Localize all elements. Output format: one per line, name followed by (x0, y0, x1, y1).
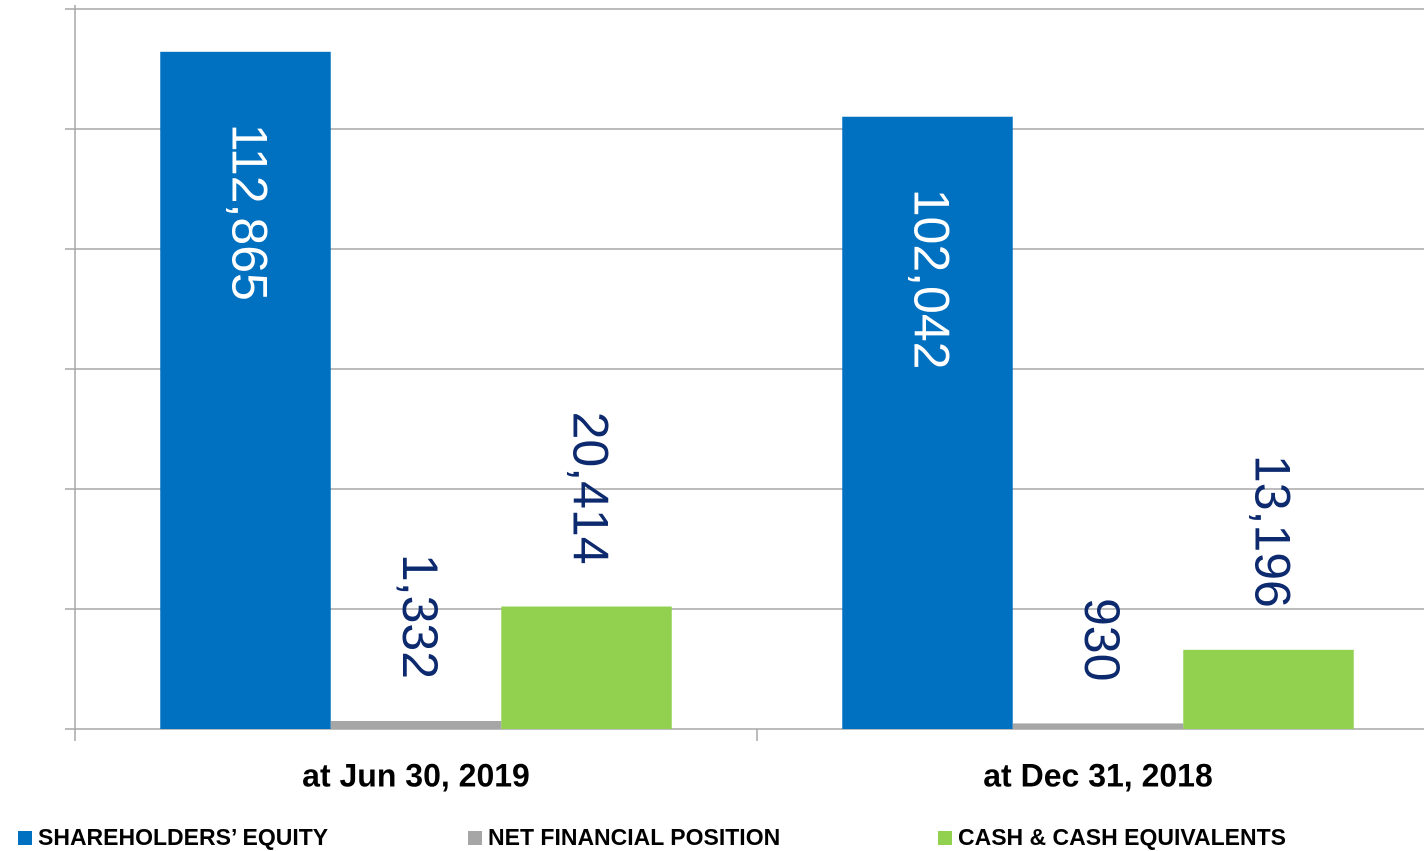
x-tick-label: at Jun 30, 2019 (302, 757, 530, 793)
data-label: 13,196 (1244, 455, 1300, 608)
data-label: 930 (1074, 598, 1130, 681)
legend-swatch (18, 831, 32, 845)
legend-label: SHAREHOLDERS’ EQUITY (38, 824, 328, 850)
bar (1012, 723, 1184, 729)
legend-label: NET FINANCIAL POSITION (488, 824, 780, 850)
legend-label: CASH & CASH EQUIVALENTS (958, 824, 1286, 850)
data-label: 102,042 (903, 189, 959, 370)
legend-swatch (468, 831, 482, 845)
data-label: 1,332 (392, 554, 448, 679)
bar (330, 721, 502, 729)
x-tick-label: at Dec 31, 2018 (983, 757, 1213, 793)
bar (501, 606, 672, 729)
bar (1183, 649, 1354, 729)
legend-swatch (938, 831, 952, 845)
data-label: 20,414 (562, 412, 618, 565)
bar (842, 116, 1013, 730)
data-label: 112,865 (221, 124, 277, 301)
bar (160, 51, 331, 730)
